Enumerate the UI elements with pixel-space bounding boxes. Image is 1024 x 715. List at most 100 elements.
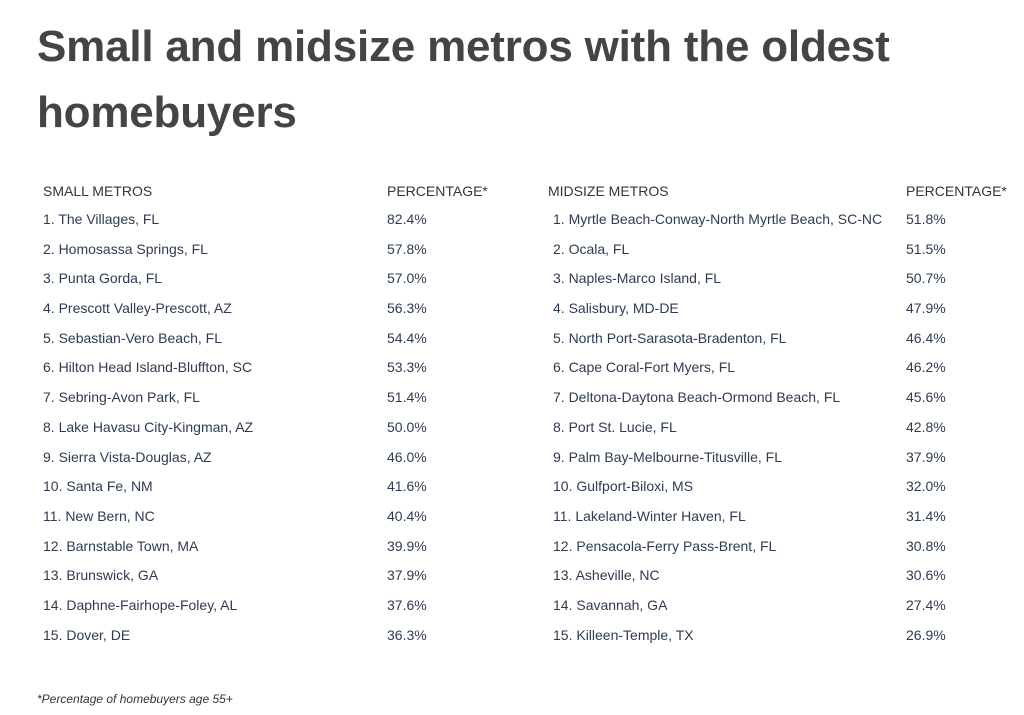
- percentage-cell: 57.0%: [387, 270, 427, 287]
- percentage-cell: 36.3%: [387, 626, 427, 643]
- table-row: 3. Punta Gorda, FL 57.0%: [37, 264, 507, 294]
- metro-name-cell: 7. Sebring-Avon Park, FL: [43, 389, 200, 406]
- table-header: MIDSIZE METROS PERCENTAGE*: [543, 177, 1013, 205]
- column-header-percentage: PERCENTAGE*: [906, 183, 1007, 199]
- table-row: 10. Gulfport-Biloxi, MS 32.0%: [543, 472, 1013, 502]
- metro-name-cell: 13. Asheville, NC: [553, 567, 660, 584]
- metro-name-cell: 15. Killeen-Temple, TX: [553, 626, 694, 643]
- table-row: 15. Dover, DE 36.3%: [37, 621, 507, 651]
- metro-name-cell: 5. Sebastian-Vero Beach, FL: [43, 329, 222, 346]
- metro-name-cell: 7. Deltona-Daytona Beach-Ormond Beach, F…: [553, 389, 841, 406]
- table-row: 8. Port St. Lucie, FL 42.8%: [543, 413, 1013, 443]
- percentage-cell: 46.4%: [906, 329, 946, 346]
- metro-name-cell: 4. Salisbury, MD-DE: [553, 300, 679, 317]
- metro-name-cell: 8. Lake Havasu City-Kingman, AZ: [43, 418, 254, 435]
- table-row: 1. Myrtle Beach-Conway-North Myrtle Beac…: [543, 205, 1013, 235]
- metro-name-cell: 15. Dover, DE: [43, 626, 131, 643]
- metro-name-cell: 6. Cape Coral-Fort Myers, FL: [553, 359, 736, 376]
- percentage-cell: 51.5%: [906, 240, 946, 257]
- table-row: 14. Daphne-Fairhope-Foley, AL 37.6%: [37, 591, 507, 621]
- column-header-metro: MIDSIZE METROS: [548, 183, 669, 199]
- table-row: 13. Asheville, NC 30.6%: [543, 561, 1013, 591]
- midsize-metros-table: MIDSIZE METROS PERCENTAGE* 1. Myrtle Bea…: [543, 177, 1013, 650]
- percentage-cell: 40.4%: [387, 507, 427, 524]
- percentage-cell: 26.9%: [906, 626, 946, 643]
- percentage-cell: 41.6%: [387, 478, 427, 495]
- percentage-cell: 82.4%: [387, 211, 427, 227]
- percentage-cell: 30.6%: [906, 567, 946, 584]
- small-metros-table: SMALL METROS PERCENTAGE* 1. The Villages…: [37, 177, 507, 650]
- table-row: 1. The Villages, FL 82.4%: [37, 205, 507, 235]
- table-row: 7. Deltona-Daytona Beach-Ormond Beach, F…: [543, 383, 1013, 413]
- metro-name-cell: 3. Punta Gorda, FL: [43, 270, 163, 287]
- table-row: 3. Naples-Marco Island, FL 50.7%: [543, 264, 1013, 294]
- metro-name-cell: 1. The Villages, FL: [43, 211, 160, 227]
- table-row: 9. Palm Bay-Melbourne-Titusville, FL 37.9…: [543, 443, 1013, 473]
- table-row: 12. Pensacola-Ferry Pass-Brent, FL 30.8%: [543, 532, 1013, 562]
- percentage-cell: 31.4%: [906, 507, 946, 524]
- table-row: 6. Cape Coral-Fort Myers, FL 46.2%: [543, 353, 1013, 383]
- metro-name-cell: 4. Prescott Valley-Prescott, AZ: [43, 300, 232, 317]
- table-header: SMALL METROS PERCENTAGE*: [37, 177, 507, 205]
- table-row: 7. Sebring-Avon Park, FL 51.4%: [37, 383, 507, 413]
- percentage-cell: 32.0%: [906, 478, 946, 495]
- percentage-cell: 39.9%: [387, 537, 427, 554]
- table-row: 14. Savannah, GA 27.4%: [543, 591, 1013, 621]
- percentage-cell: 53.3%: [387, 359, 427, 376]
- metro-name-cell: 9. Palm Bay-Melbourne-Titusville, FL: [553, 448, 783, 465]
- percentage-cell: 57.8%: [387, 240, 427, 257]
- table-body: 1. Myrtle Beach-Conway-North Myrtle Beac…: [543, 205, 1013, 650]
- table-row: 12. Barnstable Town, MA 39.9%: [37, 532, 507, 562]
- table-row: 9. Sierra Vista-Douglas, AZ 46.0%: [37, 443, 507, 473]
- metro-name-cell: 2. Ocala, FL: [553, 240, 630, 257]
- column-header-metro: SMALL METROS: [43, 183, 153, 199]
- column-header-percentage: PERCENTAGE*: [387, 183, 488, 199]
- percentage-cell: 56.3%: [387, 300, 427, 317]
- metro-name-cell: 9. Sierra Vista-Douglas, AZ: [43, 448, 212, 465]
- percentage-cell: 46.0%: [387, 448, 427, 465]
- percentage-cell: 46.2%: [906, 359, 946, 376]
- percentage-cell: 54.4%: [387, 329, 427, 346]
- metro-name-cell: 10. Gulfport-Biloxi, MS: [553, 478, 694, 495]
- table-row: 11. New Bern, NC 40.4%: [37, 502, 507, 532]
- percentage-cell: 37.9%: [906, 448, 946, 465]
- metro-name-cell: 12. Barnstable Town, MA: [43, 537, 199, 554]
- table-row: 4. Prescott Valley-Prescott, AZ 56.3%: [37, 294, 507, 324]
- metro-name-cell: 2. Homosassa Springs, FL: [43, 240, 208, 257]
- metro-name-cell: 3. Naples-Marco Island, FL: [553, 270, 722, 287]
- metro-name-cell: 14. Daphne-Fairhope-Foley, AL: [43, 596, 238, 613]
- metro-name-cell: 6. Hilton Head Island-Bluffton, SC: [43, 359, 253, 376]
- percentage-cell: 42.8%: [906, 418, 946, 435]
- metro-name-cell: 8. Port St. Lucie, FL: [553, 418, 677, 435]
- table-row: 10. Santa Fe, NM 41.6%: [37, 472, 507, 502]
- percentage-cell: 47.9%: [906, 300, 946, 317]
- percentage-cell: 51.4%: [387, 389, 427, 406]
- percentage-cell: 50.7%: [906, 270, 946, 287]
- metro-name-cell: 14. Savannah, GA: [553, 596, 668, 613]
- table-row: 4. Salisbury, MD-DE 47.9%: [543, 294, 1013, 324]
- table-row: 5. North Port-Sarasota-Bradenton, FL 46.4…: [543, 324, 1013, 354]
- page-title: Small and midsize metros with the oldest…: [37, 22, 890, 137]
- metro-name-cell: 11. Lakeland-Winter Haven, FL: [553, 507, 746, 524]
- table-row: 13. Brunswick, GA 37.9%: [37, 561, 507, 591]
- metro-name-cell: 11. New Bern, NC: [43, 507, 155, 524]
- table-row: 2. Ocala, FL 51.5%: [543, 235, 1013, 265]
- metro-name-cell: 5. North Port-Sarasota-Bradenton, FL: [553, 329, 787, 346]
- table-row: 15. Killeen-Temple, TX 26.9%: [543, 621, 1013, 651]
- table-body: 1. The Villages, FL 82.4% 2. Homosassa Spr…: [37, 205, 507, 650]
- footnote: *Percentage of homebuyers age 55+: [37, 692, 233, 706]
- percentage-cell: 37.6%: [387, 596, 427, 613]
- table-row: 2. Homosassa Springs, FL 57.8%: [37, 235, 507, 265]
- percentage-cell: 45.6%: [906, 389, 946, 406]
- percentage-cell: 30.8%: [906, 537, 946, 554]
- table-row: 11. Lakeland-Winter Haven, FL 31.4%: [543, 502, 1013, 532]
- metro-name-cell: 12. Pensacola-Ferry Pass-Brent, FL: [553, 537, 777, 554]
- percentage-cell: 50.0%: [387, 418, 427, 435]
- percentage-cell: 51.8%: [906, 211, 946, 227]
- metro-name-cell: 1. Myrtle Beach-Conway-North Myrtle Beac…: [553, 211, 883, 227]
- metro-name-cell: 13. Brunswick, GA: [43, 567, 159, 584]
- percentage-cell: 37.9%: [387, 567, 427, 584]
- percentage-cell: 27.4%: [906, 596, 946, 613]
- table-row: 8. Lake Havasu City-Kingman, AZ 50.0%: [37, 413, 507, 443]
- table-row: 5. Sebastian-Vero Beach, FL 54.4%: [37, 324, 507, 354]
